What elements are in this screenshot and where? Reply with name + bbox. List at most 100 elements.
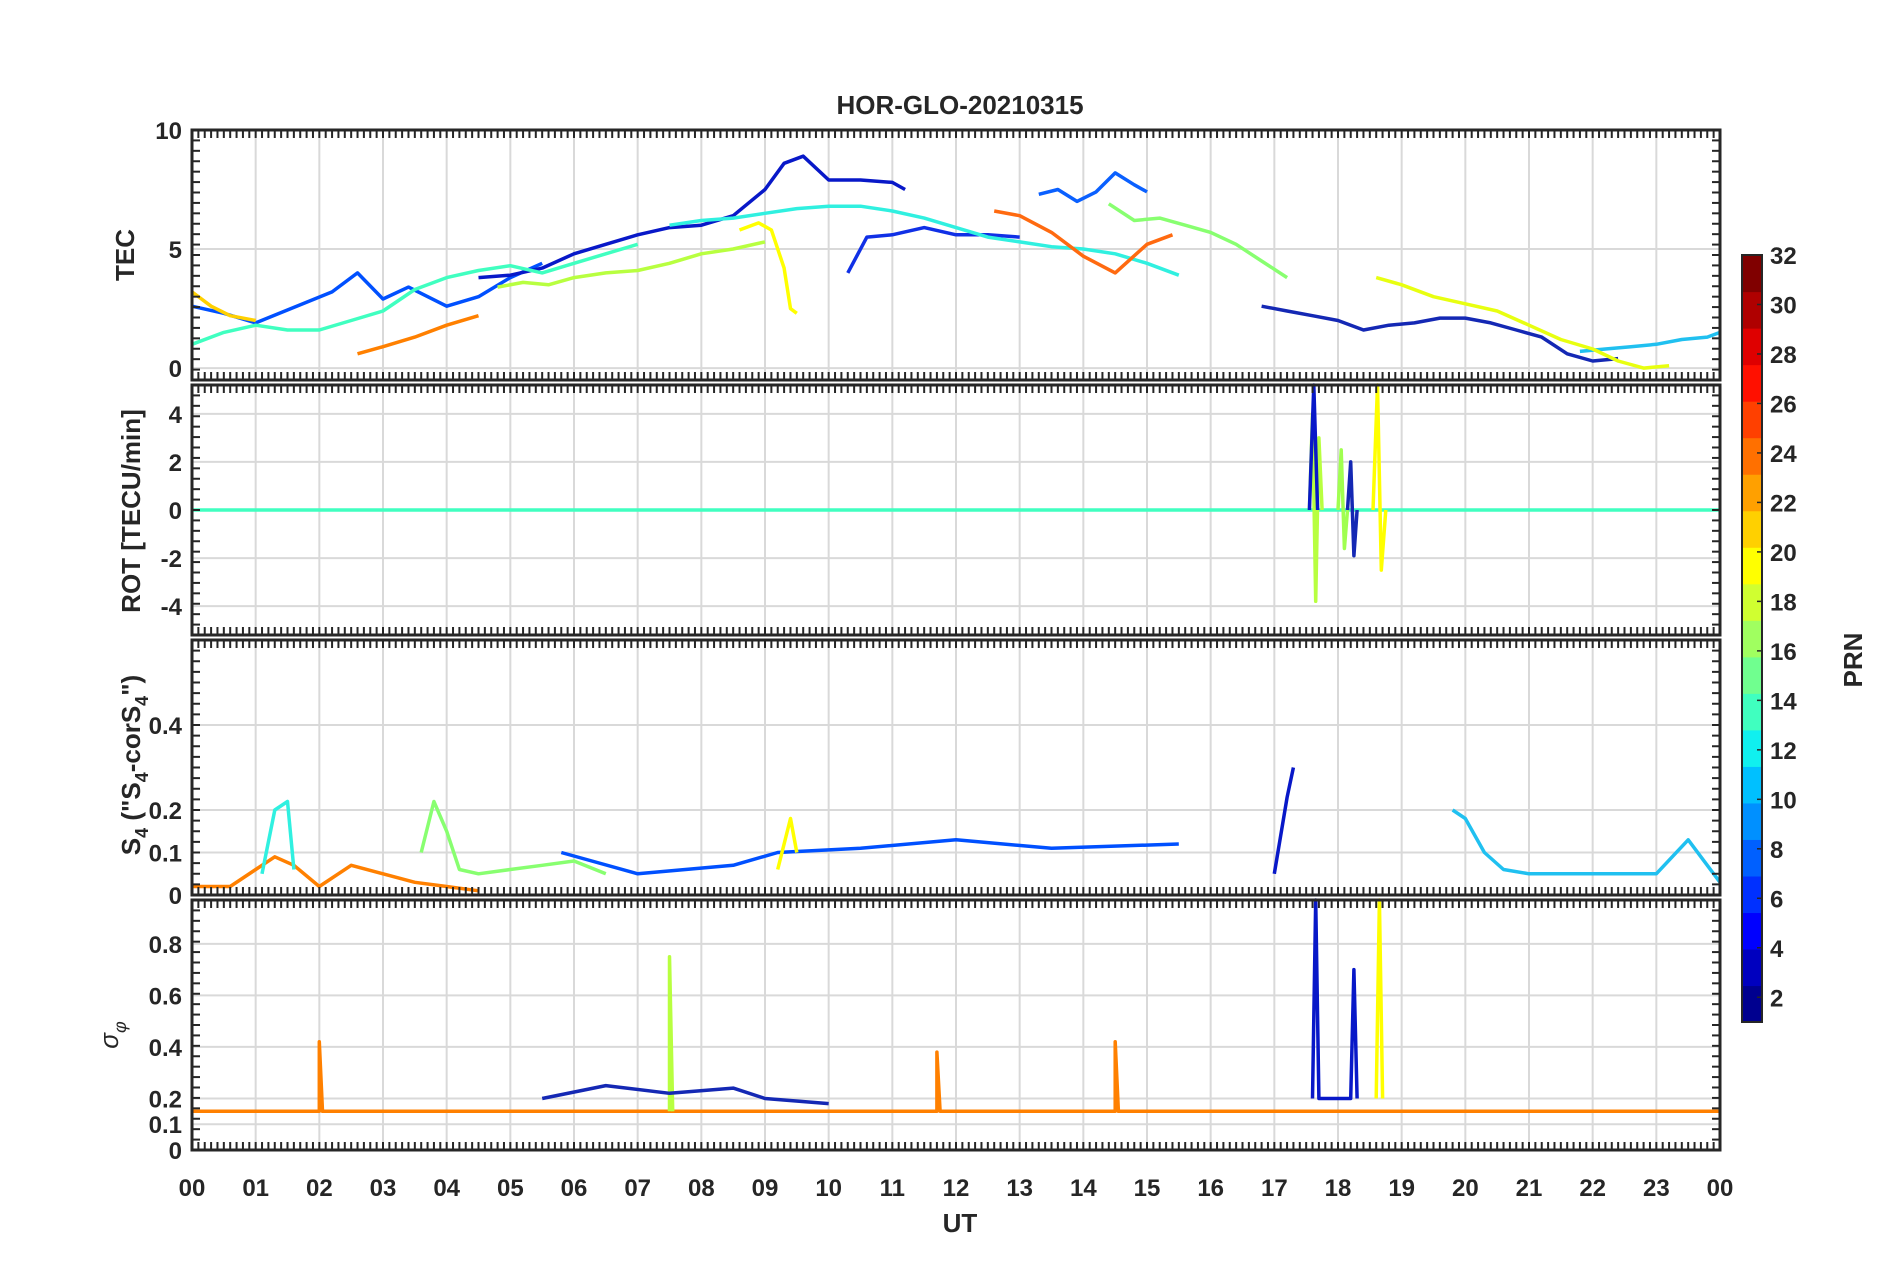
x-tick-label: 21	[1516, 1175, 1543, 1202]
colorbar-tick-label: 20	[1770, 540, 1797, 567]
s4-series-line	[192, 855, 479, 893]
rot-axes-box	[190, 383, 1722, 637]
tec-y-tick-label: 5	[169, 237, 182, 264]
colorbar-segment	[1742, 583, 1762, 621]
colorbar-frame	[1741, 254, 1763, 1023]
sigma-y-tick-label: 0.4	[149, 1035, 183, 1062]
colorbar-segment	[1742, 729, 1762, 767]
rot-series-line	[1345, 460, 1359, 558]
s4-series-line	[1451, 808, 1722, 884]
colorbar-segment	[1742, 948, 1762, 987]
sigma-y-tick-label: 0	[169, 1138, 182, 1165]
sigma-y-tick-label: 0.6	[149, 983, 182, 1010]
x-tick-label: 14	[1070, 1175, 1097, 1202]
x-tick-label: 23	[1643, 1175, 1670, 1202]
x-tick-label: 00	[1707, 1175, 1734, 1202]
rot-y-tick-label: -4	[161, 594, 183, 621]
x-tick-label: 07	[624, 1175, 651, 1202]
x-tick-label: 11	[880, 1175, 905, 1202]
sigma-y-tick-label: 0.1	[149, 1112, 182, 1139]
x-tick-label: 16	[1197, 1175, 1224, 1202]
colorbar-segment	[1742, 875, 1762, 914]
tec-y-label: TEC	[110, 229, 140, 281]
x-tick-label: 13	[1006, 1175, 1033, 1202]
colorbar-tick-label: 28	[1770, 342, 1797, 369]
colorbar-tick-label: 12	[1770, 738, 1797, 765]
tec-y-tick-label: 10	[155, 118, 182, 145]
colorbar-label: PRN	[1838, 633, 1868, 688]
s4-y-tick-label: 0.1	[149, 841, 182, 868]
colorbar-tick-label: 22	[1770, 490, 1797, 517]
tec-series-line	[846, 225, 1020, 274]
x-tick-label: 02	[306, 1175, 333, 1202]
colorbar-segment	[1742, 364, 1762, 402]
x-tick-label: 15	[1134, 1175, 1161, 1202]
s4-axes-box	[190, 638, 1722, 897]
colorbar-segment	[1742, 547, 1762, 585]
x-tick-label: 22	[1579, 1175, 1606, 1202]
colorbar-segment	[1742, 401, 1762, 439]
s4-series-line	[1272, 767, 1296, 875]
sigma-series-line	[667, 954, 675, 1112]
tec-series-line	[1038, 171, 1148, 204]
tec-axes-box	[190, 128, 1722, 382]
x-tick-label: 09	[752, 1175, 779, 1202]
sigma-panel: 00.10.2 0.4 0.6 0.8	[149, 898, 1722, 1165]
colorbar-segment	[1742, 291, 1762, 329]
x-tick-label: 01	[242, 1175, 269, 1202]
tec-series-line	[191, 242, 639, 346]
tec-series-line	[1579, 330, 1721, 354]
colorbar-segment	[1742, 328, 1762, 366]
x-tick-label: 08	[688, 1175, 715, 1202]
sigma-y-tick-label: 0.8	[149, 932, 182, 959]
colorbar-segment	[1742, 985, 1762, 1023]
sigma-axes-box	[190, 898, 1722, 1152]
sigma-series-line	[541, 1083, 829, 1106]
s4-panel: 0 0.1 0.2 0.4	[149, 638, 1722, 910]
x-tick-label: 19	[1388, 1175, 1415, 1202]
x-tick-label: 20	[1452, 1175, 1479, 1202]
colorbar-segment	[1742, 766, 1762, 804]
rot-y-tick-label: -2	[161, 546, 182, 573]
colorbar-tick-label: 24	[1770, 441, 1797, 468]
rot-y-tick-label: 4	[169, 402, 183, 429]
x-axis-ticks: 00 01 02 03 04 05 06 07 08 09 10 11 12 13 14 15 16 17 18 19…	[179, 1175, 1734, 1202]
colorbar-segment	[1742, 620, 1762, 658]
s4-series-line	[560, 838, 1179, 876]
s4-series-line	[776, 816, 799, 870]
figure-title: HOR-GLO-20210315	[836, 90, 1083, 120]
colorbar-segment	[1742, 437, 1762, 475]
tec-y-tick-label: 0	[169, 356, 182, 383]
sigma-series-line	[192, 1040, 1720, 1114]
x-tick-label: 06	[561, 1175, 588, 1202]
x-tick-label: 17	[1261, 1175, 1288, 1202]
colorbar-tick-label: 14	[1770, 688, 1797, 715]
colorbar-segment	[1742, 255, 1762, 293]
x-tick-label: 03	[370, 1175, 397, 1202]
colorbar-tick-label: 32	[1770, 243, 1797, 270]
tec-series-line	[357, 314, 480, 356]
colorbar-tick-label: 4	[1770, 936, 1784, 963]
s4-series-line	[419, 799, 607, 876]
tec-series-line	[1375, 275, 1670, 370]
x-axis-label: UT	[943, 1208, 978, 1238]
colorbar-tick-label: 2	[1770, 985, 1783, 1012]
colorbar-tick-label: 8	[1770, 837, 1783, 864]
rot-y-tick-label: 0	[169, 498, 182, 525]
x-tick-label: 00	[179, 1175, 206, 1202]
colorbar-tick-label: 26	[1770, 391, 1797, 418]
rot-series-line	[1371, 383, 1388, 572]
tec-series-line	[190, 290, 257, 323]
tec-series-line	[497, 240, 766, 289]
s4-y-tick-label: 0.2	[149, 798, 182, 825]
x-tick-label: 04	[433, 1175, 460, 1202]
tec-series-line	[1107, 202, 1289, 280]
colorbar-tick-label: 30	[1770, 292, 1797, 319]
tec-series-line	[738, 221, 798, 315]
rot-y-tick-label: 2	[169, 450, 182, 477]
tec-series-line	[669, 204, 1180, 277]
rot-series-line	[1336, 448, 1350, 551]
x-tick-label: 05	[497, 1175, 524, 1202]
